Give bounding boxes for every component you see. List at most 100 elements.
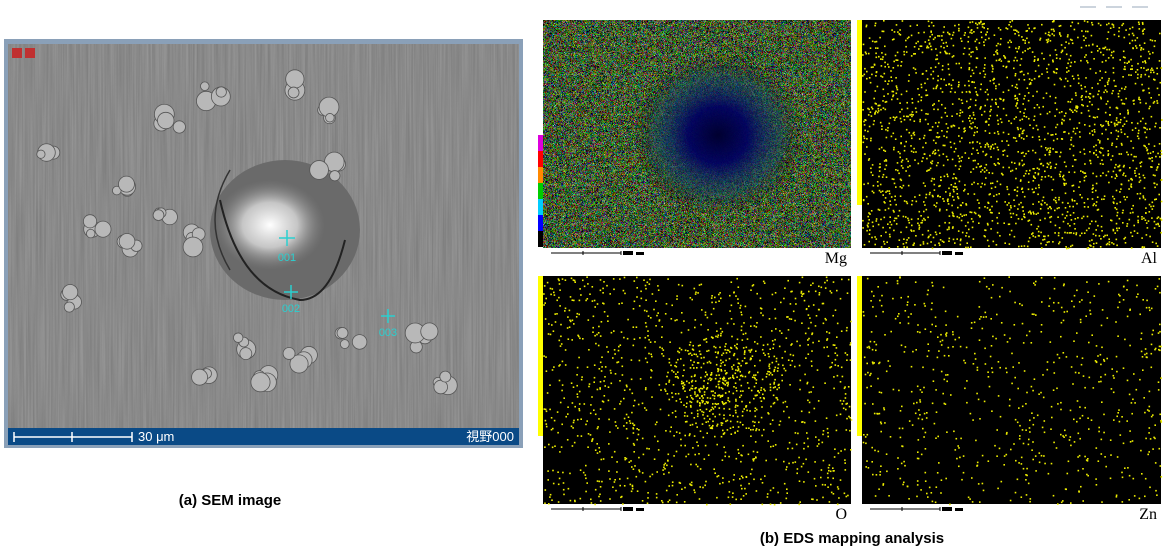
dot: [1107, 243, 1109, 245]
dot: [725, 402, 727, 404]
dot: [1150, 206, 1152, 208]
dot: [995, 338, 997, 340]
dot: [694, 353, 696, 355]
dot: [1084, 456, 1086, 458]
dot: [976, 67, 978, 69]
dot: [1066, 356, 1068, 358]
dot: [986, 170, 988, 172]
dot: [668, 454, 670, 456]
dot: [657, 312, 659, 314]
dot: [627, 478, 629, 480]
dot: [1059, 357, 1061, 359]
dot: [704, 418, 706, 420]
dot: [597, 426, 599, 428]
dot: [1151, 157, 1153, 159]
dot: [823, 460, 825, 462]
dot: [661, 353, 663, 355]
dot: [956, 188, 958, 190]
dot: [594, 364, 596, 366]
dot: [808, 338, 810, 340]
dot: [588, 433, 590, 435]
dot: [1073, 155, 1075, 157]
dot: [1050, 151, 1052, 153]
dot: [1158, 164, 1160, 166]
dot: [897, 457, 899, 459]
dot: [1025, 153, 1027, 155]
dot: [1071, 199, 1073, 201]
dot: [992, 144, 994, 146]
dot: [1003, 65, 1005, 67]
dot: [932, 285, 934, 287]
dot: [798, 504, 800, 506]
dot: [1003, 222, 1005, 224]
dot: [725, 384, 727, 386]
dot: [965, 225, 967, 227]
dot: [608, 470, 610, 472]
dot: [795, 432, 797, 434]
dot: [1051, 29, 1053, 31]
dot: [875, 47, 877, 49]
dot: [939, 210, 941, 212]
dot: [1153, 182, 1155, 184]
dot: [633, 468, 635, 470]
dot: [1086, 60, 1088, 62]
dot: [654, 458, 656, 460]
dot: [1049, 150, 1051, 152]
dot: [997, 131, 999, 133]
dot: [1100, 124, 1102, 126]
dot: [891, 224, 893, 226]
dot: [932, 178, 934, 180]
dot: [577, 367, 579, 369]
dot: [650, 354, 652, 356]
dot: [975, 23, 977, 25]
scale-bar: [551, 507, 621, 511]
dot: [872, 403, 874, 405]
dot: [722, 331, 724, 333]
dot: [1158, 381, 1160, 383]
dot: [930, 74, 932, 76]
dot: [813, 304, 815, 306]
dot: [997, 158, 999, 160]
dot: [982, 23, 984, 25]
dot: [827, 473, 829, 475]
dot: [851, 419, 853, 421]
dot: [1026, 335, 1028, 337]
dot: [1119, 90, 1121, 92]
dot: [716, 330, 718, 332]
dot: [1148, 88, 1150, 90]
dot: [750, 351, 752, 353]
dot: [719, 292, 721, 294]
dot: [828, 355, 830, 357]
dot: [1152, 160, 1154, 162]
dot: [1006, 77, 1008, 79]
dot: [993, 83, 995, 85]
dot: [691, 482, 693, 484]
dot: [1033, 128, 1035, 130]
particle: [216, 87, 226, 97]
dot: [599, 481, 601, 483]
dot: [836, 430, 838, 432]
dot: [762, 482, 764, 484]
dot: [672, 412, 674, 414]
dot: [937, 58, 939, 60]
dot: [1102, 163, 1104, 165]
dot: [940, 78, 942, 80]
dot: [888, 360, 890, 362]
dot: [588, 319, 590, 321]
dot: [995, 164, 997, 166]
dot: [939, 209, 941, 211]
dot: [601, 459, 603, 461]
dot: [904, 351, 906, 353]
dot: [964, 34, 966, 36]
dot: [1074, 441, 1076, 443]
dot: [1035, 188, 1037, 190]
dot: [1101, 401, 1103, 403]
dot: [1122, 501, 1124, 503]
dot: [1021, 36, 1023, 38]
dot: [1074, 295, 1076, 297]
dot: [1140, 102, 1142, 104]
dot: [938, 350, 940, 352]
dot: [877, 47, 879, 49]
dot: [870, 385, 872, 387]
dot: [964, 130, 966, 132]
